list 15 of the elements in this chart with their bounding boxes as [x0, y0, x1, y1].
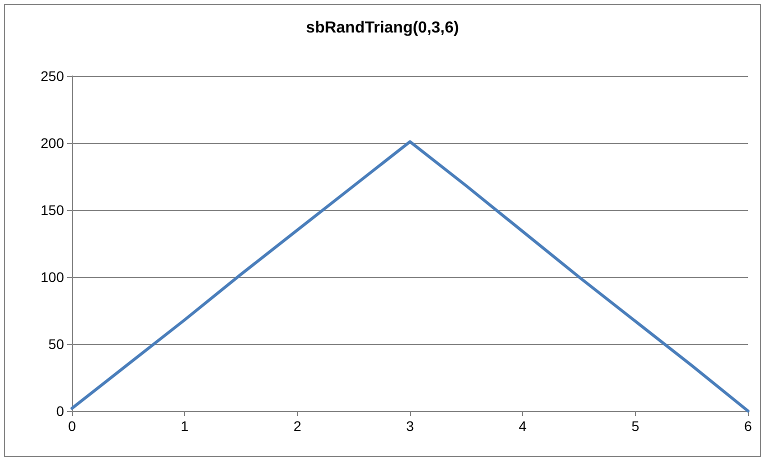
- x-tick-label: 3: [406, 418, 414, 434]
- y-tick-label: 150: [40, 202, 64, 218]
- x-tick-label: 0: [68, 418, 76, 434]
- x-tick-label: 1: [180, 418, 189, 434]
- y-tick-label: 100: [40, 269, 64, 285]
- x-tick-label: 6: [744, 418, 752, 434]
- y-tick-label: 0: [56, 403, 64, 419]
- x-tick-label: 5: [631, 418, 640, 434]
- y-tick-label: 50: [48, 336, 64, 352]
- y-tick-label: 250: [40, 68, 64, 84]
- line-series: [70, 140, 750, 412]
- y-tick-label: 200: [40, 135, 64, 151]
- chart-title: sbRandTriang(0,3,6): [306, 20, 459, 36]
- x-tick-label: 4: [518, 418, 527, 434]
- x-tick-label: 2: [293, 418, 302, 434]
